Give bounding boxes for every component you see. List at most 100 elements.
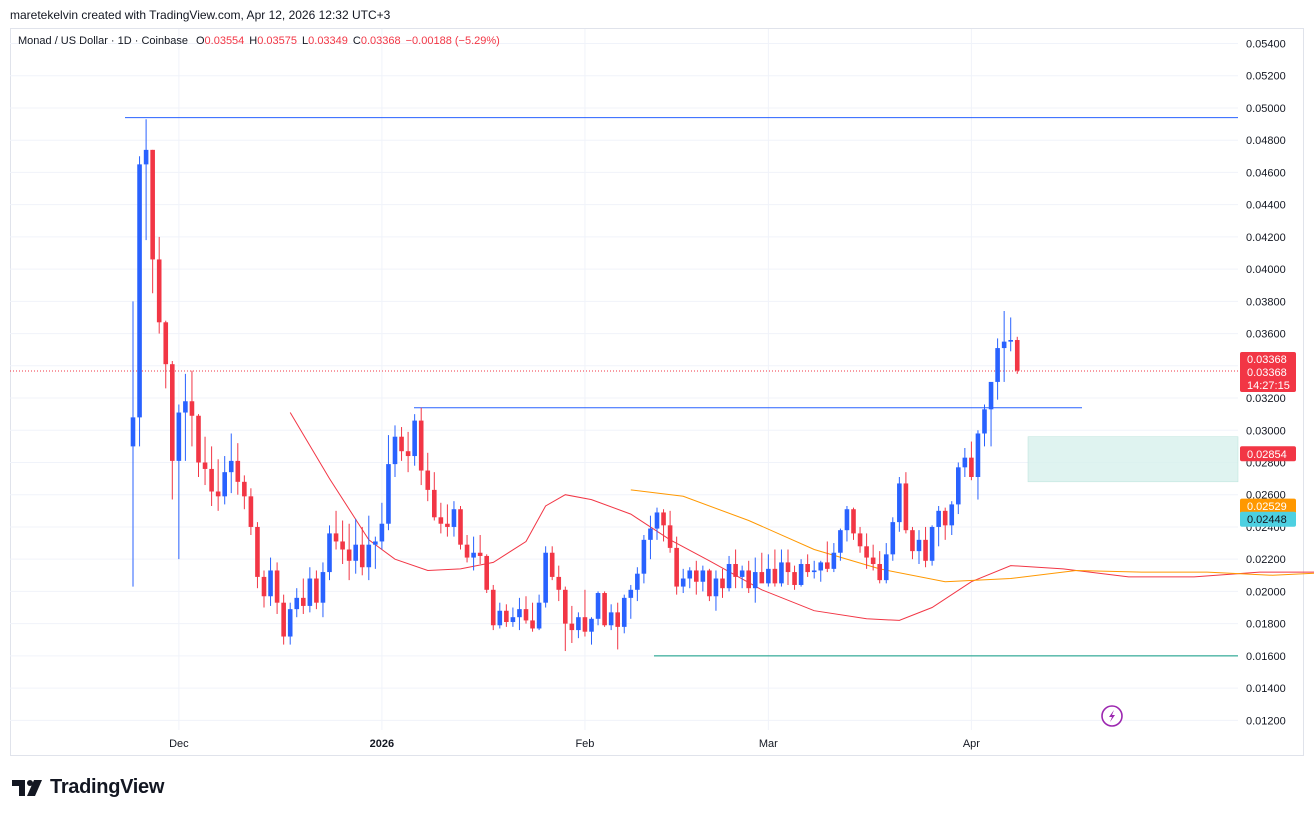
candle[interactable]: [844, 506, 850, 542]
candle[interactable]: [556, 565, 562, 602]
candle[interactable]: [942, 507, 948, 540]
candle[interactable]: [818, 560, 824, 582]
candle[interactable]: [215, 459, 221, 511]
candle[interactable]: [635, 567, 640, 602]
candle[interactable]: [418, 407, 424, 486]
candle[interactable]: [202, 436, 208, 486]
candle[interactable]: [995, 338, 1000, 400]
candle[interactable]: [320, 562, 326, 618]
candle[interactable]: [1008, 317, 1013, 352]
candle[interactable]: [792, 565, 797, 590]
candle[interactable]: [176, 404, 182, 560]
candle[interactable]: [838, 528, 843, 561]
candle[interactable]: [248, 488, 254, 536]
candle[interactable]: [857, 526, 863, 553]
candle[interactable]: [510, 607, 516, 627]
candle[interactable]: [870, 544, 876, 571]
candle[interactable]: [392, 425, 398, 477]
candle[interactable]: [235, 443, 241, 495]
lightning-icon[interactable]: [1101, 705, 1123, 727]
candle[interactable]: [785, 549, 791, 585]
candle[interactable]: [281, 594, 286, 645]
candle[interactable]: [183, 373, 188, 461]
candle[interactable]: [615, 602, 620, 650]
candle[interactable]: [897, 476, 902, 532]
tradingview-footer[interactable]: TradingView: [12, 776, 164, 799]
candle[interactable]: [327, 525, 332, 581]
candle[interactable]: [602, 591, 607, 627]
candle[interactable]: [916, 530, 922, 565]
candle[interactable]: [294, 588, 300, 618]
candle[interactable]: [641, 535, 647, 584]
candle[interactable]: [530, 602, 535, 632]
candle[interactable]: [517, 597, 522, 631]
candle[interactable]: [798, 559, 804, 587]
candle[interactable]: [739, 565, 745, 589]
candle[interactable]: [301, 578, 306, 614]
candle[interactable]: [720, 568, 725, 598]
candle[interactable]: [733, 549, 738, 589]
candle[interactable]: [504, 604, 509, 627]
candle[interactable]: [242, 475, 247, 510]
candle[interactable]: [883, 543, 889, 584]
candle[interactable]: [536, 594, 542, 631]
candle[interactable]: [156, 236, 162, 334]
candle[interactable]: [130, 301, 136, 587]
candle[interactable]: [982, 404, 987, 447]
candle[interactable]: [340, 520, 345, 565]
candle[interactable]: [923, 526, 928, 568]
candle[interactable]: [458, 506, 463, 550]
candle[interactable]: [746, 560, 751, 594]
candle[interactable]: [851, 507, 856, 540]
candle[interactable]: [667, 510, 673, 553]
candle[interactable]: [621, 594, 627, 634]
candle[interactable]: [405, 431, 411, 473]
candle[interactable]: [929, 525, 935, 566]
candle[interactable]: [831, 543, 837, 573]
candle[interactable]: [497, 602, 503, 629]
candle[interactable]: [261, 570, 267, 608]
candle[interactable]: [196, 414, 201, 477]
candle[interactable]: [484, 554, 489, 594]
candle[interactable]: [648, 515, 653, 560]
candle[interactable]: [314, 570, 319, 610]
candle[interactable]: [386, 435, 391, 531]
candle[interactable]: [700, 565, 706, 592]
candle[interactable]: [150, 149, 155, 294]
candle[interactable]: [255, 522, 260, 589]
candle[interactable]: [713, 570, 719, 611]
candle[interactable]: [209, 446, 214, 507]
candle[interactable]: [274, 562, 280, 614]
candle[interactable]: [307, 567, 313, 613]
candle[interactable]: [877, 551, 882, 584]
candle[interactable]: [805, 554, 810, 577]
candle[interactable]: [759, 552, 765, 584]
candle[interactable]: [674, 536, 679, 595]
candle[interactable]: [969, 441, 974, 481]
candle[interactable]: [451, 501, 457, 537]
candle[interactable]: [903, 472, 909, 534]
candle[interactable]: [956, 462, 961, 515]
candle[interactable]: [438, 502, 444, 534]
candle[interactable]: [464, 535, 470, 563]
candle[interactable]: [228, 433, 234, 494]
candle[interactable]: [490, 584, 496, 631]
candle[interactable]: [595, 591, 601, 626]
candle[interactable]: [766, 554, 771, 587]
candle[interactable]: [425, 452, 431, 502]
candle[interactable]: [359, 526, 365, 576]
candle[interactable]: [189, 370, 195, 447]
candle[interactable]: [654, 507, 660, 540]
candle[interactable]: [576, 612, 581, 639]
candle[interactable]: [988, 381, 994, 447]
candle[interactable]: [628, 584, 634, 619]
candle[interactable]: [163, 320, 169, 389]
candle[interactable]: [687, 567, 693, 589]
candle[interactable]: [726, 555, 732, 592]
candle[interactable]: [975, 430, 981, 500]
candle[interactable]: [346, 523, 352, 581]
candle[interactable]: [412, 414, 417, 466]
candle[interactable]: [366, 515, 372, 581]
candle[interactable]: [287, 602, 293, 645]
